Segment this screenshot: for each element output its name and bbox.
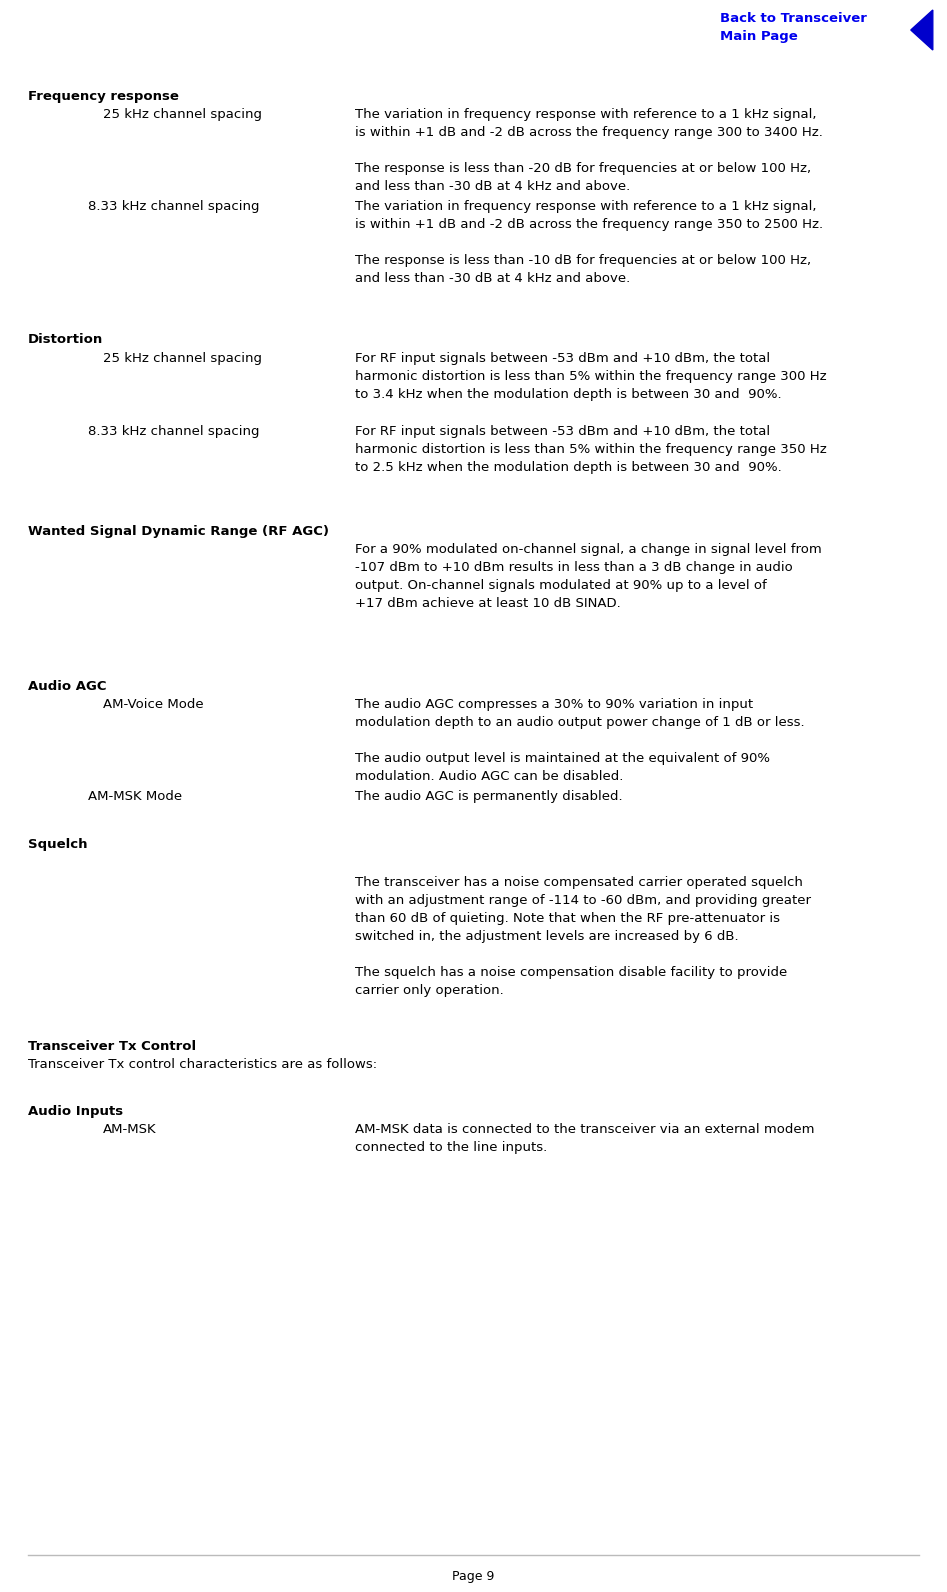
Text: Page 9: Page 9 [453,1570,494,1582]
Text: AM-Voice Mode: AM-Voice Mode [103,697,204,712]
Text: -107 dBm to +10 dBm results in less than a 3 dB change in audio: -107 dBm to +10 dBm results in less than… [355,560,793,575]
Text: AM-MSK Mode: AM-MSK Mode [88,790,182,802]
Text: The variation in frequency response with reference to a 1 kHz signal,: The variation in frequency response with… [355,201,816,213]
Text: Frequency response: Frequency response [28,91,179,103]
Text: The squelch has a noise compensation disable facility to provide: The squelch has a noise compensation dis… [355,966,787,979]
Text: Distortion: Distortion [28,333,103,345]
Text: The response is less than -10 dB for frequencies at or below 100 Hz,: The response is less than -10 dB for fre… [355,255,812,267]
Text: Audio Inputs: Audio Inputs [28,1105,123,1118]
Text: The audio AGC is permanently disabled.: The audio AGC is permanently disabled. [355,790,622,802]
Text: 8.33 kHz channel spacing: 8.33 kHz channel spacing [88,425,259,438]
Text: Back to Transceiver: Back to Transceiver [720,13,867,25]
Text: modulation. Audio AGC can be disabled.: modulation. Audio AGC can be disabled. [355,771,623,783]
Text: is within +1 dB and -2 dB across the frequency range 300 to 3400 Hz.: is within +1 dB and -2 dB across the fre… [355,126,823,139]
Text: carrier only operation.: carrier only operation. [355,984,504,997]
Text: harmonic distortion is less than 5% within the frequency range 300 Hz: harmonic distortion is less than 5% with… [355,369,827,384]
Text: to 2.5 kHz when the modulation depth is between 30 and  90%.: to 2.5 kHz when the modulation depth is … [355,462,782,474]
Text: Transceiver Tx Control: Transceiver Tx Control [28,1040,196,1052]
Text: harmonic distortion is less than 5% within the frequency range 350 Hz: harmonic distortion is less than 5% with… [355,443,827,455]
Text: For RF input signals between -53 dBm and +10 dBm, the total: For RF input signals between -53 dBm and… [355,425,770,438]
Text: Audio AGC: Audio AGC [28,680,106,693]
Text: Transceiver Tx control characteristics are as follows:: Transceiver Tx control characteristics a… [28,1059,377,1071]
Text: +17 dBm achieve at least 10 dB SINAD.: +17 dBm achieve at least 10 dB SINAD. [355,597,620,610]
Text: is within +1 dB and -2 dB across the frequency range 350 to 2500 Hz.: is within +1 dB and -2 dB across the fre… [355,218,823,231]
Text: The audio AGC compresses a 30% to 90% variation in input: The audio AGC compresses a 30% to 90% va… [355,697,753,712]
Text: The audio output level is maintained at the equivalent of 90%: The audio output level is maintained at … [355,751,770,766]
Text: Main Page: Main Page [720,30,797,43]
Text: AM-MSK: AM-MSK [103,1122,156,1137]
Text: Squelch: Squelch [28,837,87,852]
Text: 8.33 kHz channel spacing: 8.33 kHz channel spacing [88,201,259,213]
Text: For a 90% modulated on-channel signal, a change in signal level from: For a 90% modulated on-channel signal, a… [355,543,822,556]
Text: with an adjustment range of -114 to -60 dBm, and providing greater: with an adjustment range of -114 to -60 … [355,895,811,907]
Text: The transceiver has a noise compensated carrier operated squelch: The transceiver has a noise compensated … [355,876,803,888]
Text: 25 kHz channel spacing: 25 kHz channel spacing [103,352,262,365]
Text: modulation depth to an audio output power change of 1 dB or less.: modulation depth to an audio output powe… [355,716,805,729]
Text: than 60 dB of quieting. Note that when the RF pre-attenuator is: than 60 dB of quieting. Note that when t… [355,912,780,925]
Text: switched in, the adjustment levels are increased by 6 dB.: switched in, the adjustment levels are i… [355,930,739,942]
Text: output. On-channel signals modulated at 90% up to a level of: output. On-channel signals modulated at … [355,579,767,592]
Text: 25 kHz channel spacing: 25 kHz channel spacing [103,108,262,121]
Text: to 3.4 kHz when the modulation depth is between 30 and  90%.: to 3.4 kHz when the modulation depth is … [355,388,781,401]
Text: AM-MSK data is connected to the transceiver via an external modem: AM-MSK data is connected to the transcei… [355,1122,814,1137]
Text: The variation in frequency response with reference to a 1 kHz signal,: The variation in frequency response with… [355,108,816,121]
Polygon shape [911,10,933,49]
Text: Wanted Signal Dynamic Range (RF AGC): Wanted Signal Dynamic Range (RF AGC) [28,525,329,538]
Text: The response is less than -20 dB for frequencies at or below 100 Hz,: The response is less than -20 dB for fre… [355,162,812,175]
Text: and less than -30 dB at 4 kHz and above.: and less than -30 dB at 4 kHz and above. [355,272,631,285]
Text: For RF input signals between -53 dBm and +10 dBm, the total: For RF input signals between -53 dBm and… [355,352,770,365]
Text: connected to the line inputs.: connected to the line inputs. [355,1141,547,1154]
Text: and less than -30 dB at 4 kHz and above.: and less than -30 dB at 4 kHz and above. [355,180,631,193]
